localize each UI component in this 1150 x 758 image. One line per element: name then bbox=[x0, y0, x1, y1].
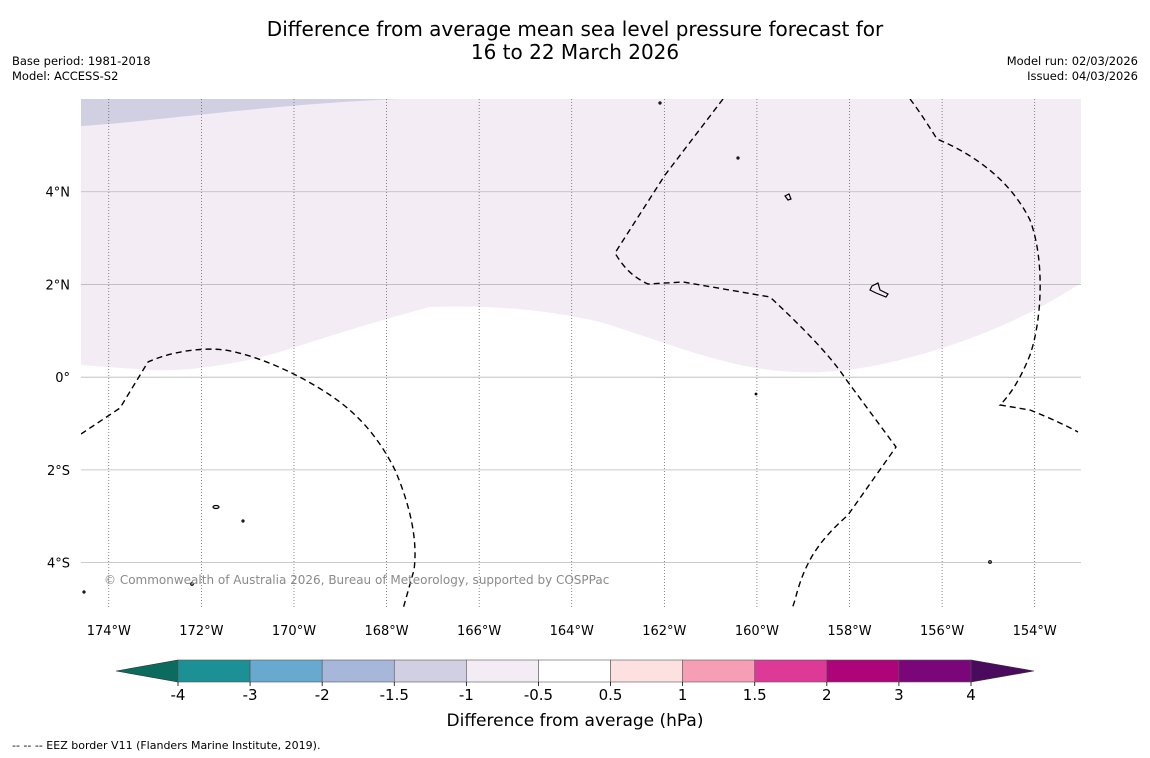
colorbar-tick-label: 2 bbox=[822, 686, 832, 704]
eez-borders bbox=[81, 99, 1079, 609]
colorbar-tick-label: 4 bbox=[966, 686, 976, 704]
latitude-tick-label: 4°N bbox=[46, 186, 71, 201]
colorbar-tick-label: 1 bbox=[678, 686, 688, 704]
model-run: Model run: 02/03/2026 bbox=[1006, 54, 1138, 68]
meta-right: Model run: 02/03/2026 Issued: 04/03/2026 bbox=[1007, 54, 1138, 84]
colorbar-swatch bbox=[682, 659, 756, 683]
eez-footnote: -- -- -- EEZ border V11 (Flanders Marine… bbox=[12, 739, 321, 752]
colorbar-swatch bbox=[754, 659, 828, 683]
longitude-gridlines bbox=[108, 99, 1036, 609]
longitude-tick-label: 156°W bbox=[920, 624, 964, 639]
map-title: Difference from average mean sea level p… bbox=[0, 18, 1150, 64]
island-small-7 bbox=[82, 590, 86, 594]
colorbar-tick-label: -1.5 bbox=[380, 686, 409, 704]
longitude-tick-label: 174°W bbox=[87, 624, 131, 639]
latitude-labels: 4°N 2°N 0° 2°S 4°S bbox=[46, 186, 71, 572]
issued-date: Issued: 04/03/2026 bbox=[1027, 69, 1138, 83]
island-small-4 bbox=[190, 582, 194, 586]
copyright-notice: © Commonwealth of Australia 2026, Bureau… bbox=[104, 573, 609, 587]
longitude-tick-label: 160°W bbox=[735, 624, 779, 639]
latitude-tick-label: 0° bbox=[55, 371, 70, 386]
colorbar: -4 -3 -2 -1.5 -1 -0.5 0.5 1 1.5 2 3 4 bbox=[115, 659, 1035, 704]
colorbar-tick-label: 1.5 bbox=[743, 686, 767, 704]
base-period: Base period: 1981-2018 bbox=[12, 54, 151, 68]
latitude-tick-label: 2°S bbox=[47, 464, 70, 479]
colorbar-swatch bbox=[249, 659, 323, 683]
island-small-6 bbox=[754, 392, 758, 396]
map-frame: © Commonwealth of Australia 2026, Bureau… bbox=[81, 99, 1081, 609]
model-name: Model: ACCESS-S2 bbox=[12, 69, 119, 83]
colorbar-over-arrow bbox=[970, 659, 1035, 683]
island-small-3 bbox=[241, 519, 245, 523]
longitude-tick-label: 166°W bbox=[457, 624, 501, 639]
colorbar-swatch bbox=[177, 659, 251, 683]
colorbar-tick-label: -0.5 bbox=[524, 686, 553, 704]
colorbar-tick-label: -2 bbox=[315, 686, 330, 704]
colorbar-swatch bbox=[610, 659, 683, 683]
colorbar-tick-label: -3 bbox=[243, 686, 258, 704]
colorbar-tick-label: 3 bbox=[894, 686, 904, 704]
longitude-tick-label: 164°W bbox=[550, 624, 594, 639]
longitude-tick-label: 172°W bbox=[179, 624, 223, 639]
colorbar-swatch bbox=[898, 659, 972, 683]
longitude-labels: 174°W 172°W 170°W 168°W 166°W 164°W 162°W 160°W… bbox=[87, 624, 1057, 639]
colorbar-swatch bbox=[466, 659, 539, 683]
shading-band-light bbox=[81, 99, 1081, 373]
colorbar-swatch bbox=[393, 659, 467, 683]
eez-border-east bbox=[909, 99, 1079, 433]
longitude-tick-label: 162°W bbox=[642, 624, 686, 639]
longitude-tick-label: 168°W bbox=[364, 624, 408, 639]
colorbar-tick-label: 0.5 bbox=[599, 686, 623, 704]
eez-border-west bbox=[81, 348, 416, 609]
shading-band-dark bbox=[81, 99, 400, 126]
colorbar-tick-label: -4 bbox=[171, 686, 186, 704]
longitude-tick-label: 170°W bbox=[272, 624, 316, 639]
meta-left: Base period: 1981-2018 Model: ACCESS-S2 bbox=[12, 54, 151, 84]
latitude-tick-label: 2°N bbox=[46, 278, 71, 293]
longitude-tick-label: 154°W bbox=[1013, 624, 1057, 639]
longitude-tick-label: 158°W bbox=[827, 624, 871, 639]
title-line-2: 16 to 22 March 2026 bbox=[470, 40, 680, 64]
island-small-5 bbox=[988, 560, 992, 564]
island-jarvis bbox=[212, 504, 220, 510]
island-small-1 bbox=[658, 101, 662, 105]
colorbar-swatch bbox=[538, 659, 611, 683]
island-small-2 bbox=[736, 156, 740, 160]
eez-border-central bbox=[614, 99, 897, 609]
title-line-1: Difference from average mean sea level p… bbox=[266, 17, 884, 41]
colorbar-tick-label: -1 bbox=[459, 686, 474, 704]
latitude-tick-label: 4°S bbox=[47, 557, 70, 572]
island-tabuaeran bbox=[784, 193, 792, 201]
islands bbox=[82, 101, 992, 594]
island-kiritimati bbox=[869, 282, 889, 298]
map-figure: © Commonwealth of Australia 2026, Bureau… bbox=[46, 99, 1081, 731]
colorbar-swatch bbox=[826, 659, 900, 683]
latitude-gridlines bbox=[81, 191, 1081, 564]
colorbar-swatch bbox=[321, 659, 395, 683]
colorbar-label: Difference from average (hPa) bbox=[447, 711, 704, 731]
colorbar-under-arrow bbox=[115, 659, 179, 683]
